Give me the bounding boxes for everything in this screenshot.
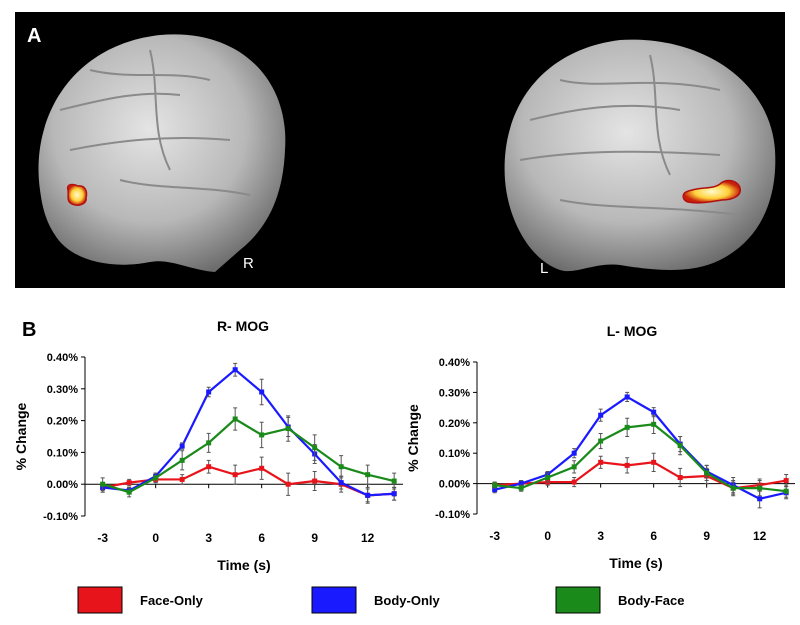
- data-point: [312, 478, 318, 484]
- x-tick-label: 12: [753, 529, 767, 543]
- y-tick-label: 0.20%: [439, 418, 470, 430]
- x-tick-label: 3: [205, 531, 212, 545]
- data-point: [704, 470, 710, 476]
- legend-label: Body-Face: [618, 593, 684, 608]
- data-point: [206, 464, 212, 470]
- data-point: [677, 475, 683, 481]
- data-point: [783, 488, 789, 494]
- x-tick-label: 0: [544, 529, 551, 543]
- legend-swatch: [555, 586, 601, 614]
- x-tick-label: 3: [597, 529, 604, 543]
- y-tick-label: 0.30%: [47, 384, 78, 396]
- data-point: [598, 412, 604, 418]
- series-line: [494, 423, 787, 493]
- data-point: [100, 481, 106, 487]
- data-point: [518, 485, 524, 491]
- data-point: [259, 432, 265, 438]
- brain-label: L: [540, 260, 548, 277]
- y-tick-label: 0.40%: [47, 352, 78, 364]
- data-point: [730, 485, 736, 491]
- y-tick-label: 0.30%: [439, 387, 470, 399]
- data-point: [179, 443, 185, 449]
- y-tick-label: 0.10%: [47, 447, 78, 459]
- data-point: [571, 479, 577, 485]
- data-point: [206, 389, 212, 395]
- x-tick-label: 0: [152, 531, 159, 545]
- y-tick-label: 0.10%: [439, 448, 470, 460]
- data-point: [492, 482, 498, 488]
- x-tick-label: 12: [361, 531, 375, 545]
- series-line: [102, 417, 395, 494]
- x-axis-label: Time (s): [217, 557, 270, 573]
- brain-right: [38, 34, 286, 272]
- data-point: [651, 459, 657, 465]
- data-point: [571, 464, 577, 470]
- data-point: [598, 459, 604, 465]
- data-point: [232, 367, 238, 373]
- legend-label: Body-Only: [374, 593, 440, 608]
- data-point: [757, 496, 763, 502]
- panel-label: B: [22, 319, 36, 341]
- data-point: [518, 481, 524, 487]
- data-point: [365, 472, 371, 478]
- data-point: [757, 485, 763, 491]
- panel-label: A: [27, 25, 41, 47]
- data-point: [598, 438, 604, 444]
- data-point: [783, 478, 789, 484]
- brain-left: [504, 39, 776, 272]
- y-tick-label: -0.10%: [43, 511, 78, 523]
- data-point: [285, 426, 291, 432]
- series-line: [494, 461, 787, 490]
- data-point: [232, 472, 238, 478]
- data-point: [206, 440, 212, 446]
- data-point: [624, 424, 630, 430]
- data-point: [232, 416, 238, 422]
- x-tick-label: 9: [703, 529, 710, 543]
- y-axis-label: % Change: [13, 402, 29, 470]
- data-point: [571, 450, 577, 456]
- x-tick-label: 6: [258, 531, 265, 545]
- x-axis-label: Time (s): [609, 555, 662, 571]
- brain-label: R: [243, 255, 254, 272]
- data-point: [624, 394, 630, 400]
- chart-title: L- MOG: [607, 323, 658, 339]
- data-point: [126, 480, 132, 486]
- y-tick-label: -0.10%: [435, 509, 470, 521]
- y-tick-label: 0.40%: [439, 357, 470, 369]
- legend-swatch: [77, 586, 123, 614]
- x-tick-label: 6: [650, 529, 657, 543]
- legend-label: Face-Only: [140, 593, 204, 608]
- data-point: [365, 492, 371, 498]
- data-point: [492, 487, 498, 493]
- data-point: [651, 409, 657, 415]
- data-point: [651, 421, 657, 427]
- x-tick-label: -3: [97, 531, 108, 545]
- data-point: [179, 476, 185, 482]
- data-point: [624, 462, 630, 468]
- series-line: [102, 368, 395, 497]
- data-point: [391, 478, 397, 484]
- data-point: [677, 443, 683, 449]
- legend-swatch: [311, 586, 357, 614]
- x-tick-label: -3: [489, 529, 500, 543]
- data-point: [545, 475, 551, 481]
- y-tick-label: 0.20%: [47, 416, 78, 428]
- data-point: [259, 389, 265, 395]
- y-tick-label: 0.00%: [47, 479, 78, 491]
- data-point: [153, 475, 159, 481]
- x-tick-label: 9: [311, 531, 318, 545]
- y-tick-label: 0.00%: [439, 479, 470, 491]
- data-point: [338, 464, 344, 470]
- data-point: [285, 481, 291, 487]
- data-point: [126, 489, 132, 495]
- data-point: [391, 491, 397, 497]
- data-point: [312, 445, 318, 451]
- data-point: [338, 480, 344, 486]
- data-point: [179, 457, 185, 463]
- data-point: [259, 465, 265, 471]
- y-axis-label: % Change: [405, 404, 421, 472]
- chart-title: R- MOG: [217, 318, 269, 334]
